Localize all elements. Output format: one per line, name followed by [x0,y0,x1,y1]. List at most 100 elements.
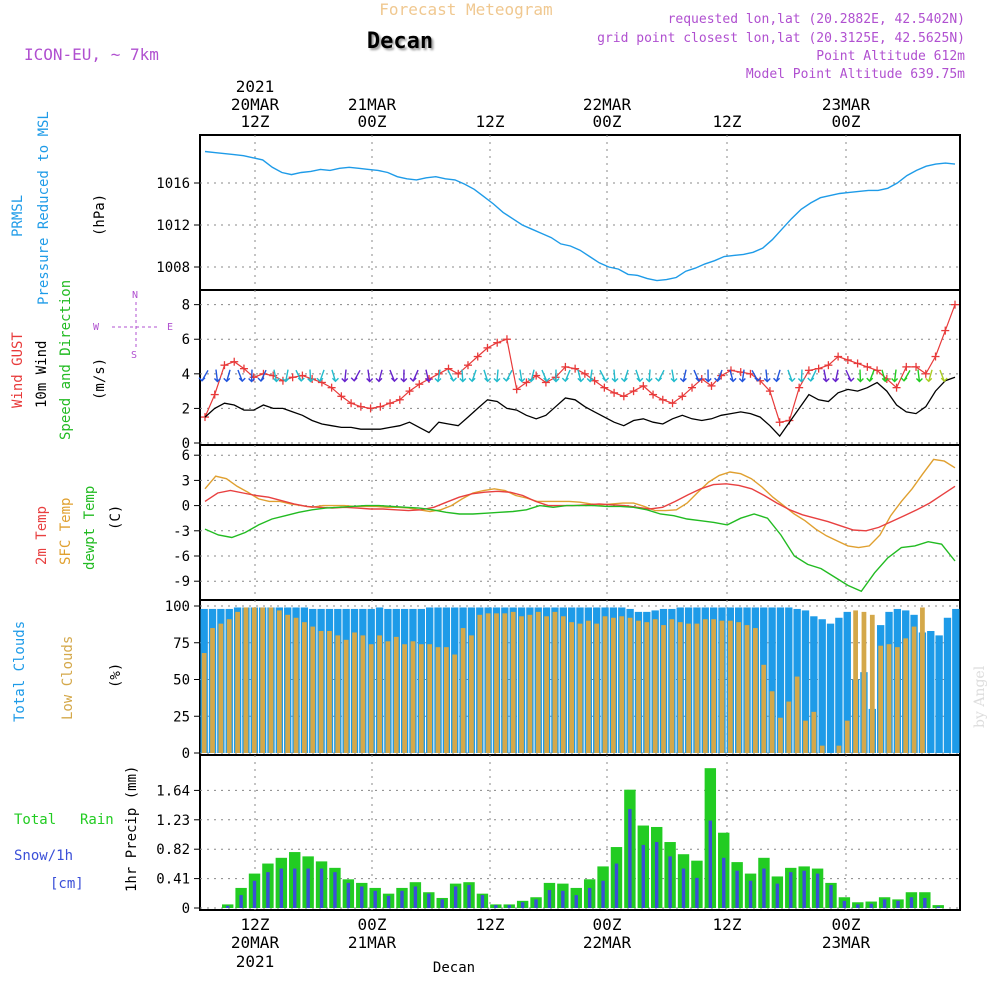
low-cloud-bar-61 [711,619,717,753]
top-axis-line2-3: 22MAR [583,95,632,114]
wind-arrow-59 [893,369,897,382]
temp-labels: 2m Temp SFC Temp dewpt Temp (C) [34,486,124,570]
snow-bar-40 [762,868,766,908]
low-cloud-bar-15 [327,630,332,753]
top-axis-line3-3: 00Z [593,112,622,131]
snow-label: Snow/1h [14,848,73,864]
low-cloud-bar-21 [377,635,382,753]
precipitation-ytick-label-3: 1.23 [156,813,190,829]
wind-arrowhead-54 [832,377,840,383]
low-cloud-bar-69 [778,717,783,753]
product-title: Forecast Meteogram [379,0,552,19]
wind-arrow-19 [425,369,430,382]
wind-arrowhead-57 [866,377,874,383]
wind-arrowhead-28 [527,377,535,383]
low-cloud-bar-0 [201,653,207,753]
wind-ytick-label-4: 8 [182,298,190,314]
low-cloud-bar-24 [402,644,407,753]
wind-arrowhead-19 [425,377,433,383]
total-cloud-bar-70 [785,607,793,753]
clouds-ytick-label-1: 25 [173,709,190,725]
wind-arrowhead-44 [714,377,722,383]
wind-arrowhead-52 [807,377,815,382]
wind-arrowhead-14 [366,377,374,383]
wind-arrowhead-42 [695,377,703,383]
wind-arrowhead-33 [586,377,594,383]
low-cloud-bar-19 [360,635,366,753]
cloud-labels: Total Clouds Low Clouds (%) [12,621,124,722]
wind-arrow-18 [412,369,419,382]
precipitation-panel: 0 0.41 0.82 1.23 1.64 [156,754,961,917]
wind-arrowhead-36 [620,377,628,383]
wind-arrowhead-53 [822,377,830,383]
snow-bar-19 [480,895,485,908]
wind-arrowhead-22 [459,378,467,383]
wind-arrowhead-12 [341,378,349,383]
snow-bar-18 [467,885,471,908]
wind-panel: 0 2 4 6 8 [182,289,961,452]
low-cloud-bar-28 [435,647,441,753]
wind-arrowhead-40 [670,377,678,383]
wind-arrowhead-4 [248,378,256,383]
wind-arrowhead-2 [223,377,231,383]
wind-ytick-label-2: 4 [182,367,190,383]
snow-bar-10 [360,886,364,908]
low-cloud-bar-41 [544,616,549,753]
clouds-ytick-label-4: 100 [165,599,190,615]
temp-dewpt-label: dewpt Temp [82,486,98,570]
model-label: ICON-EU, ~ 7km [24,45,159,64]
snow-bar-26 [574,895,578,908]
wind-arrow-45 [729,369,734,382]
wind-arrowhead-37 [636,377,644,383]
snow-bar-50 [896,900,900,908]
snow-bar-28 [601,880,605,908]
bottom-axis-line1-5: 00Z [832,915,861,934]
bottom-axis-line2-5: 23MAR [822,933,871,952]
low-cloud-bar-31 [460,628,466,753]
low-cloud-bar-60 [702,619,708,753]
low-cloud-bar-52 [636,620,641,753]
wind-arrowhead-58 [881,377,889,383]
snow-bar-41 [775,883,780,908]
temp-unit: (C) [108,505,124,530]
snow-bar-38 [735,870,739,908]
snow-bar-30 [628,809,632,908]
temperature-panel: -9 -6 -3 0 3 6 [173,444,961,601]
low-cloud-bar-65 [744,625,750,753]
total-cloud-bar-76 [835,617,843,753]
wind-arrowhead-25 [493,378,501,383]
low-cloud-bar-3 [226,619,232,753]
requested-coords: requested lon,lat (20.2882E, 42.5402N) [668,12,965,27]
snow-bar-13 [400,890,404,908]
wind-arrow-40 [671,369,675,382]
wind-arrow-14 [367,369,371,382]
low-cloud-bar-13 [310,626,316,753]
wind-arrow-27 [519,369,523,382]
wind-arrowhead-62 [925,377,933,383]
precipitation-ytick-label-1: 0.41 [156,872,190,888]
wind-arrowhead-39 [655,377,663,382]
wind-arrow-2 [226,369,231,382]
snow-bar-0 [225,905,230,908]
wind-arrowhead-24 [484,377,492,383]
low-cloud-bar-74 [819,745,825,753]
low-cloud-bar-76 [836,745,842,753]
temperature-ytick-label-0: -9 [173,574,190,590]
footer-location: Decan [433,960,475,976]
precipitation-ytick-label-4: 1.64 [156,783,190,799]
wind-arrow-6 [273,369,278,382]
clouds-ytick-label-3: 75 [173,636,190,652]
wind-arrowhead-31 [561,377,569,383]
wind-arrow-1 [215,369,219,382]
wind-arrowhead-26 [502,377,510,382]
point-altitude: Point Altitude 612m [816,49,965,64]
snow-bar-3 [266,872,270,908]
wind-arrowhead-17 [400,378,408,383]
snow-bar-49 [882,899,887,908]
snow-bar-39 [748,880,753,908]
compass-rose: N S W E [93,290,173,361]
credit-watermark: by Angel [972,665,988,728]
low-cloud-bar-9 [276,610,282,753]
low-cloud-bar-64 [736,622,742,753]
rain-label: Rain [80,812,114,828]
